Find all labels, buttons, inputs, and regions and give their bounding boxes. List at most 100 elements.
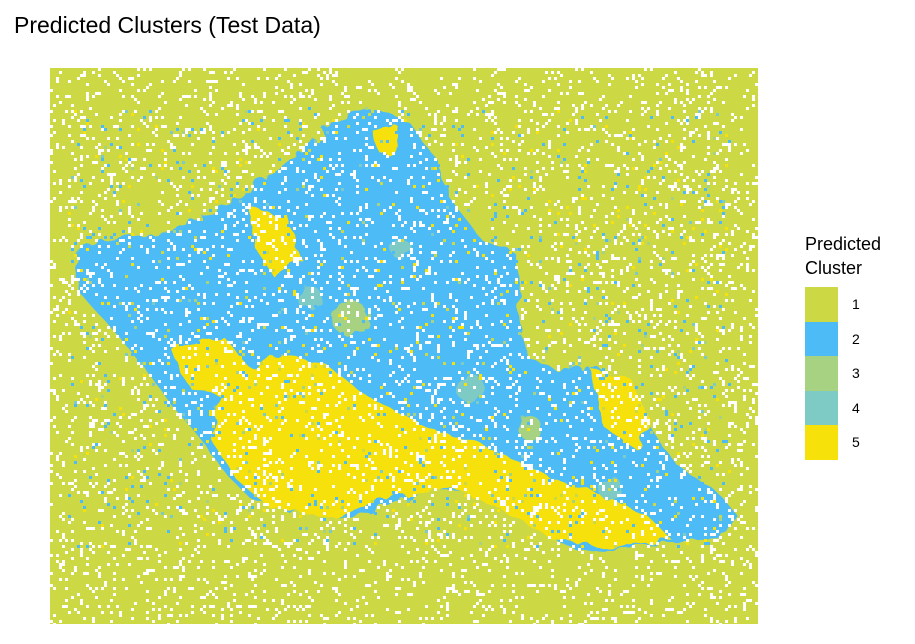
missing-pixel (494, 362, 497, 365)
missing-pixel (68, 332, 71, 335)
missing-pixel (743, 95, 746, 98)
missing-pixel (170, 143, 173, 146)
missing-pixel (260, 110, 263, 113)
missing-pixel (626, 311, 629, 314)
missing-pixel (92, 527, 95, 530)
missing-pixel (287, 329, 290, 332)
missing-pixel (260, 101, 263, 104)
missing-pixel (89, 587, 92, 590)
missing-pixel (206, 581, 209, 584)
missing-pixel (98, 245, 101, 248)
missing-pixel (680, 149, 683, 152)
missing-pixel (701, 560, 704, 563)
missing-pixel (98, 575, 101, 578)
missing-pixel (548, 119, 551, 122)
missing-pixel (101, 179, 104, 182)
missing-pixel (179, 575, 182, 578)
missing-pixel (659, 314, 662, 317)
missing-pixel (281, 149, 284, 152)
missing-pixel (650, 407, 653, 410)
missing-pixel (425, 167, 428, 170)
missing-pixel (128, 236, 131, 239)
missing-pixel (620, 401, 623, 404)
missing-pixel (77, 392, 80, 395)
missing-pixel (674, 98, 677, 101)
missing-pixel (581, 410, 584, 413)
missing-pixel (368, 440, 371, 443)
missing-pixel (278, 401, 281, 404)
missing-pixel (473, 620, 476, 623)
missing-pixel (611, 254, 614, 257)
missing-pixel (722, 263, 725, 266)
missing-pixel (731, 191, 734, 194)
missing-pixel (473, 128, 476, 131)
missing-pixel (503, 194, 506, 197)
missing-pixel (602, 575, 605, 578)
missing-pixel (608, 383, 611, 386)
missing-pixel (656, 392, 659, 395)
missing-pixel (689, 263, 692, 266)
missing-pixel (716, 503, 719, 506)
missing-pixel (545, 122, 548, 125)
missing-pixel (284, 266, 287, 269)
missing-pixel (209, 128, 212, 131)
missing-pixel (368, 89, 371, 92)
missing-pixel (551, 299, 554, 302)
missing-pixel (146, 143, 149, 146)
missing-pixel (611, 320, 614, 323)
cluster-5-region (370, 123, 400, 153)
missing-pixel (71, 539, 74, 542)
missing-pixel (299, 605, 302, 608)
missing-pixel (308, 215, 311, 218)
missing-pixel (296, 608, 299, 611)
missing-pixel (149, 116, 152, 119)
missing-pixel (362, 242, 365, 245)
missing-pixel (263, 440, 266, 443)
missing-pixel (173, 341, 176, 344)
missing-pixel (176, 536, 179, 539)
missing-pixel (299, 575, 302, 578)
missing-pixel (95, 338, 98, 341)
missing-pixel (239, 392, 242, 395)
missing-pixel (671, 257, 674, 260)
missing-pixel (188, 68, 191, 71)
missing-pixel (677, 413, 680, 416)
missing-pixel (326, 221, 329, 224)
missing-pixel (653, 335, 656, 338)
missing-pixel (101, 167, 104, 170)
missing-pixel (134, 344, 137, 347)
missing-pixel (653, 425, 656, 428)
missing-pixel (446, 614, 449, 617)
missing-pixel (197, 251, 200, 254)
missing-pixel (332, 527, 335, 530)
missing-pixel (305, 257, 308, 260)
missing-pixel (716, 602, 719, 605)
missing-pixel (494, 287, 497, 290)
missing-pixel (407, 374, 410, 377)
missing-pixel (344, 602, 347, 605)
missing-pixel (638, 221, 641, 224)
missing-pixel (140, 383, 143, 386)
missing-pixel (725, 584, 728, 587)
missing-pixel (737, 449, 740, 452)
missing-pixel (203, 596, 206, 599)
missing-pixel (167, 428, 170, 431)
missing-pixel (389, 122, 392, 125)
missing-pixel (500, 143, 503, 146)
missing-pixel (110, 116, 113, 119)
missing-pixel (746, 269, 749, 272)
missing-pixel (50, 311, 53, 314)
missing-pixel (512, 521, 515, 524)
missing-pixel (647, 422, 650, 425)
missing-pixel (248, 422, 251, 425)
missing-pixel (728, 422, 731, 425)
missing-pixel (275, 395, 278, 398)
missing-pixel (605, 467, 608, 470)
missing-pixel (80, 449, 83, 452)
missing-pixel (269, 221, 272, 224)
missing-pixel (158, 338, 161, 341)
missing-pixel (113, 488, 116, 491)
missing-pixel (701, 239, 704, 242)
missing-pixel (668, 218, 671, 221)
missing-pixel (230, 248, 233, 251)
